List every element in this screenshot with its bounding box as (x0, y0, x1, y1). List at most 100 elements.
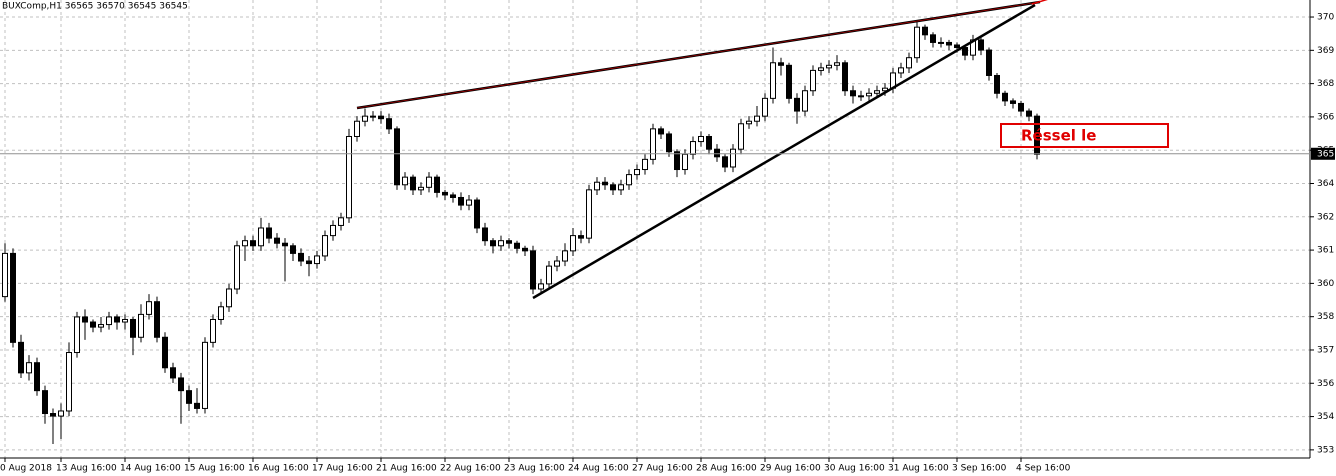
candle-body (426, 176, 432, 188)
candle-body (322, 235, 328, 257)
candle-body (642, 158, 648, 171)
candle-body (10, 252, 16, 343)
candle-body (802, 90, 808, 112)
x-tick-label: 30 Aug 16:00 (824, 464, 885, 474)
candle-body (514, 242, 520, 249)
candle-body (354, 120, 360, 137)
x-tick-label: 23 Aug 16:00 (504, 464, 565, 474)
candle-body (690, 141, 696, 155)
candle-body (450, 194, 456, 198)
candle-body (418, 186, 424, 191)
candle-body (242, 240, 248, 247)
candle-body (1034, 115, 1040, 155)
y-tick-label: 360 (1317, 279, 1334, 289)
candle-body (522, 247, 528, 252)
candle-body (410, 176, 416, 191)
candle-body (66, 352, 72, 412)
current-price-box (1311, 147, 1335, 160)
candle-body (946, 41, 952, 46)
trend-line-end (1031, 0, 1048, 5)
candle-body (978, 39, 984, 51)
candle-body (474, 199, 480, 229)
candle-body (34, 362, 40, 392)
y-tick-label: 357 (1317, 345, 1334, 355)
candle-body (898, 67, 904, 74)
candle-body (650, 128, 656, 160)
x-tick-label: 13 Aug 16:00 (56, 464, 117, 474)
candle-body (178, 377, 184, 392)
candle-body (818, 67, 824, 71)
candle-body (458, 196, 464, 206)
candle-body (682, 153, 688, 171)
candle-body (842, 62, 848, 92)
candles (2, 22, 1040, 445)
candle-body (1002, 92, 1008, 102)
candle-body (82, 316, 88, 323)
y-tick-label: 364 (1317, 179, 1334, 189)
candle-body (274, 237, 280, 244)
candle-body (786, 64, 792, 99)
candle-body (18, 341, 24, 374)
candle-body (138, 313, 144, 338)
x-tick-label: 16 Aug 16:00 (248, 464, 309, 474)
candle-body (834, 62, 840, 66)
candle-body (866, 92, 872, 97)
candle-body (290, 245, 296, 254)
candle-body (378, 115, 384, 120)
candle-body (1026, 110, 1032, 117)
candle-body (98, 324, 104, 328)
x-tick-label: 24 Aug 16:00 (568, 464, 629, 474)
candle-body (610, 184, 616, 191)
candle-body (578, 235, 584, 239)
candle-body (538, 283, 544, 290)
candle-body (938, 41, 944, 44)
candle-body (226, 288, 232, 308)
candle-body (218, 306, 224, 320)
x-tick-label: 21 Aug 16:00 (376, 464, 437, 474)
candle-body (922, 26, 928, 36)
candle-body (1018, 102, 1024, 112)
candle-body (90, 321, 96, 328)
candle-body (554, 260, 560, 267)
candle-body (826, 64, 832, 69)
candle-body (298, 252, 304, 262)
candle-body (162, 336, 168, 369)
candle-body (658, 128, 664, 135)
candle-body (698, 135, 704, 143)
candle-body (594, 181, 600, 191)
candle-body (210, 318, 216, 343)
candle-body (330, 224, 336, 237)
candle-body (794, 97, 800, 112)
candle-body (402, 176, 408, 186)
candle-body (146, 301, 152, 315)
candle-body (58, 410, 64, 417)
y-tick-label: 361 (1317, 246, 1334, 256)
candle-body (730, 148, 736, 168)
trend-line-upper-accent (356, 1, 1041, 109)
candle-body (986, 49, 992, 76)
candle-body (202, 341, 208, 409)
candle-body (106, 316, 112, 326)
x-tick-label: 15 Aug 16:00 (184, 464, 245, 474)
candle-body (770, 62, 776, 99)
candle-body (434, 176, 440, 193)
candle-body (714, 148, 720, 158)
candle-body (914, 26, 920, 59)
candle-body (250, 240, 256, 247)
candle-body (466, 199, 472, 206)
candle-body (154, 301, 160, 338)
candle-body (570, 235, 576, 252)
x-tick-label: 4 Sep 16:00 (1016, 464, 1071, 474)
candle-body (2, 252, 8, 298)
candle-body (394, 128, 400, 186)
y-tick-label: 366 (1317, 112, 1334, 122)
x-tick-label: 0 Aug 2018 (0, 464, 52, 474)
candle-body (778, 62, 784, 66)
candle-body (954, 44, 960, 49)
candle-body (346, 135, 352, 219)
candle-body (490, 240, 496, 247)
candle-body (26, 362, 32, 374)
